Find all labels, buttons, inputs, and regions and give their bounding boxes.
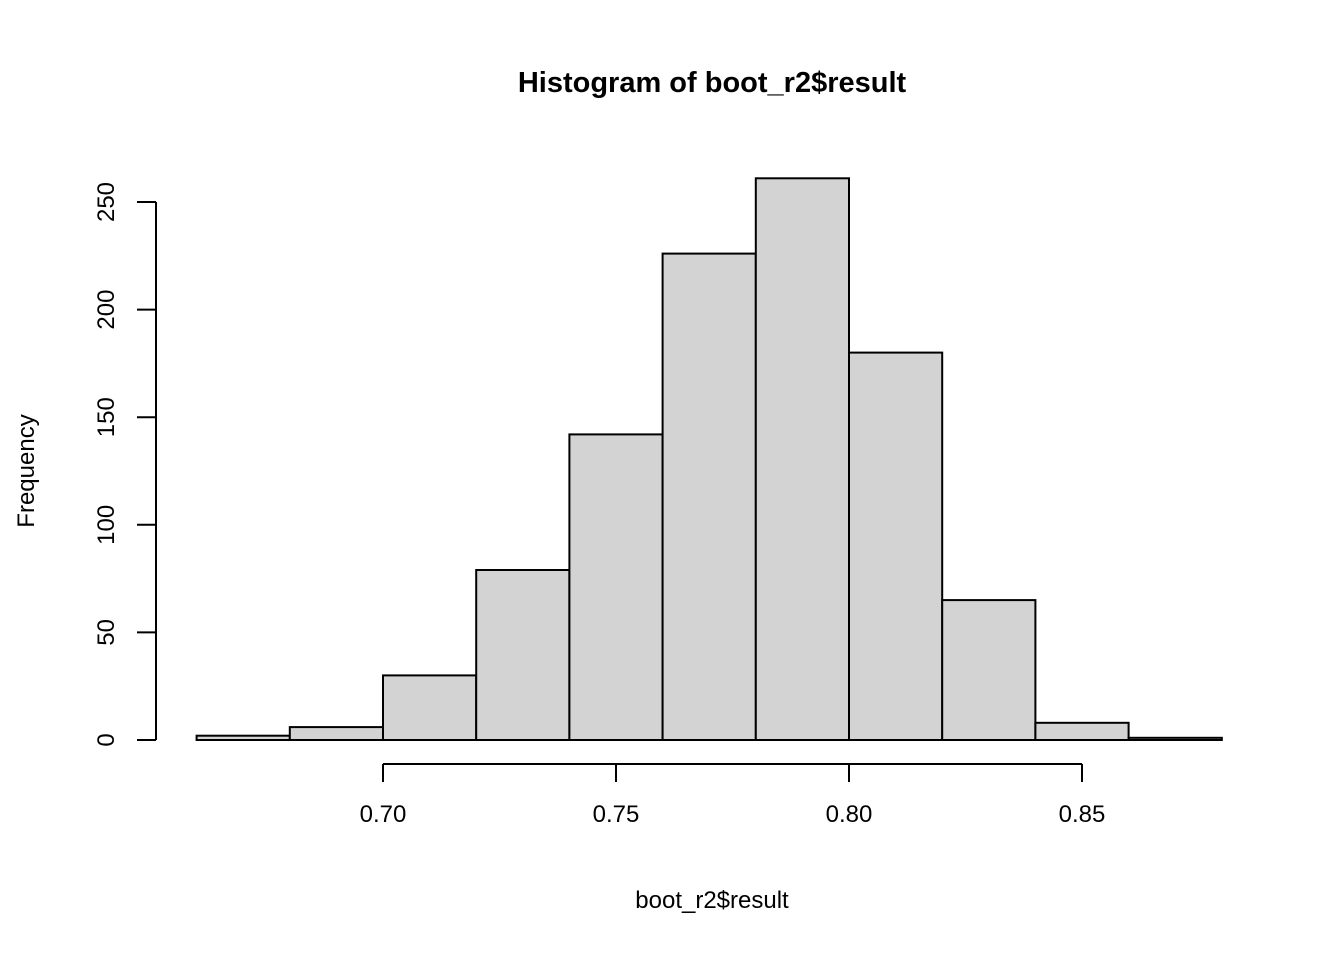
histogram-bar [568, 433, 664, 741]
y-tick-label: 100 [93, 505, 120, 545]
x-axis: 0.70 0.75 0.80 0.85 [360, 763, 1106, 828]
histogram-bar [195, 734, 291, 742]
x-tick-label: 0.70 [360, 801, 407, 828]
y-tick-label: 250 [93, 182, 120, 222]
histogram-bar [288, 726, 384, 741]
y-tick-label: 50 [93, 619, 120, 646]
histogram-bar [661, 252, 757, 741]
bars-group [195, 177, 1223, 742]
y-tick-label: 150 [93, 397, 120, 437]
chart-title: Histogram of boot_r2$result [518, 67, 907, 99]
x-tick-label: 0.75 [593, 801, 640, 828]
histogram-bar [941, 599, 1037, 741]
histogram-bar [848, 351, 944, 741]
y-axis-label: Frequency [13, 414, 40, 527]
histogram-bar [1127, 736, 1223, 741]
histogram-bar [382, 674, 478, 742]
x-tick-label: 0.80 [826, 801, 873, 828]
y-axis: 0 50 100 150 200 250 [93, 182, 157, 747]
histogram-bar [475, 569, 571, 741]
histogram-bar [1034, 721, 1130, 741]
y-tick-label: 200 [93, 290, 120, 330]
x-axis-label: boot_r2$result [635, 887, 789, 914]
y-tick-label: 0 [93, 733, 120, 746]
x-tick-label: 0.85 [1059, 801, 1106, 828]
histogram-bar [754, 177, 850, 742]
